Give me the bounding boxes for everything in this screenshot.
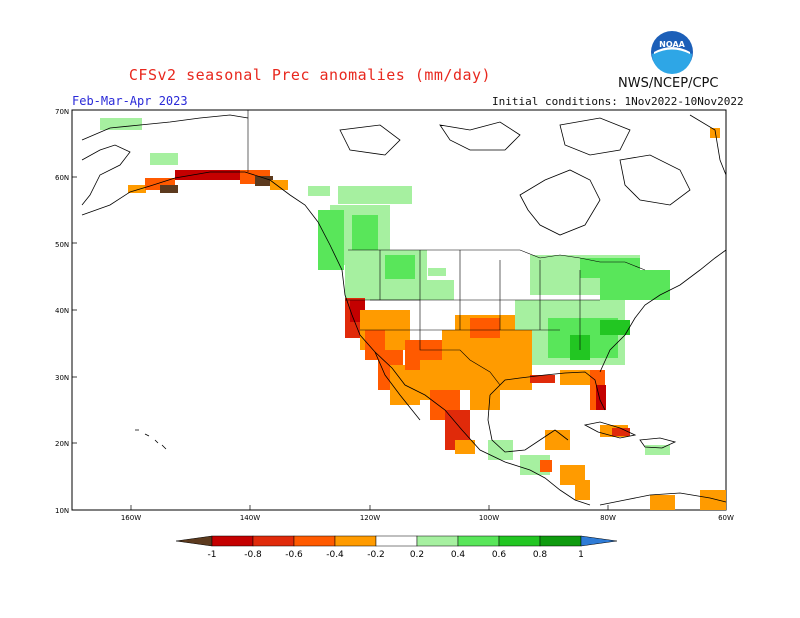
lat-label: 60N <box>55 174 69 182</box>
colorbar-segment <box>539 535 582 547</box>
lat-label: 30N <box>55 374 69 382</box>
colorbar-segment <box>457 535 500 547</box>
latitude-axis: 70N 60N 50N 40N 30N 20N 10N <box>55 108 77 515</box>
noaa-logo: NOAA <box>651 31 693 74</box>
coastlines <box>81 114 727 506</box>
colorbar-label: -1 <box>208 550 217 560</box>
lon-label: 140W <box>240 514 260 522</box>
initial-conditions-label: Initial conditions: 1Nov2022-10Nov2022 <box>492 95 744 108</box>
season-label: Feb-Mar-Apr 2023 <box>72 94 188 108</box>
colorbar-label: 0.6 <box>492 550 507 560</box>
political-borders <box>247 110 646 386</box>
colorbar-label: 0.4 <box>451 550 466 560</box>
colorbar-segment <box>211 535 254 547</box>
lon-label: 120W <box>360 514 380 522</box>
colorbar-label: 0.8 <box>533 550 548 560</box>
colorbar-segment <box>252 535 295 547</box>
colorbar-label: -0.2 <box>367 550 385 560</box>
colorbar-segment <box>498 535 541 547</box>
lat-label: 70N <box>55 108 69 116</box>
lon-label: 100W <box>479 514 499 522</box>
agency-label: NWS/NCEP/CPC <box>618 76 719 91</box>
colorbar-segment <box>416 535 459 547</box>
longitude-axis: 160W 140W 120W 100W 80W 60W <box>121 505 734 522</box>
colorbar-segment <box>375 535 418 547</box>
lat-label: 20N <box>55 440 69 448</box>
lat-label: 40N <box>55 307 69 315</box>
colorbar-label: -0.8 <box>244 550 262 560</box>
colorbar-label: -0.6 <box>285 550 303 560</box>
colorbar-label: 1 <box>578 550 584 560</box>
colorbar-label: -0.4 <box>326 550 344 560</box>
colorbar-segment <box>293 535 336 547</box>
colorbar: -1 -0.8 -0.6 -0.4 -0.2 0.2 0.4 0.6 0.8 1 <box>175 535 618 560</box>
lon-label: 60W <box>718 514 734 522</box>
lat-label: 10N <box>55 507 69 515</box>
colorbar-arrow-right <box>580 535 618 547</box>
anomaly-fields <box>100 118 726 510</box>
svg-text:NOAA: NOAA <box>659 40 685 49</box>
lon-label: 160W <box>121 514 141 522</box>
colorbar-label: 0.2 <box>410 550 424 560</box>
colorbar-arrow-left <box>175 535 213 547</box>
lon-label: 80W <box>600 514 616 522</box>
map-title: CFSv2 seasonal Prec anomalies (mm/day) <box>128 66 492 84</box>
colorbar-segment <box>334 535 377 547</box>
lat-label: 50N <box>55 241 69 249</box>
